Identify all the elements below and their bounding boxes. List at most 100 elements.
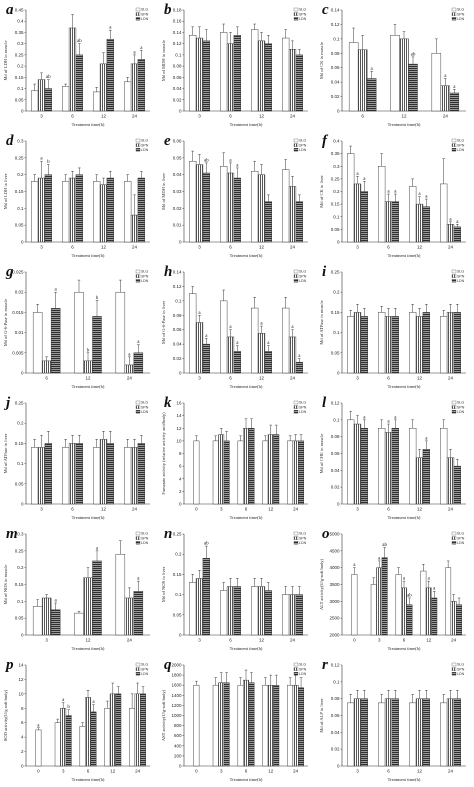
bar-slg (440, 183, 448, 243)
significance-label: a (418, 192, 421, 197)
y-tick-label: 0.04 (173, 342, 182, 347)
bar-slg (378, 702, 386, 767)
y-tick-label: 0.25 (15, 401, 24, 406)
y-tick-label: 0.04 (331, 80, 340, 85)
y-tick-label: 1400 (171, 693, 182, 698)
legend-swatch (135, 672, 141, 676)
y-tick-label: 0.15 (15, 75, 24, 80)
bar-spn (243, 679, 249, 767)
significance-label: b (67, 705, 70, 710)
legend-label: SLG (457, 532, 464, 536)
y-tick-label: 0 (337, 764, 340, 769)
bar-slg (93, 91, 101, 112)
bar-spn (37, 447, 46, 505)
legend-swatch (451, 12, 457, 16)
y-tick-label: 0.15 (15, 441, 24, 446)
panel-letter: f (322, 133, 329, 149)
bar-slg (262, 440, 269, 505)
y-tick-label: 16 (176, 401, 182, 406)
bar-spn (415, 316, 424, 374)
legend-swatch (451, 148, 457, 152)
significance-label: ab (46, 75, 51, 80)
significance-label: a (267, 341, 270, 346)
significance-label: a (137, 340, 140, 345)
x-tick-label: 0 (353, 638, 356, 643)
y-axis-label: Md of ATPase in muscle (319, 300, 324, 344)
y-tick-label: 3500 (329, 582, 340, 587)
panel-d: d 0 0.05 0.1 0.15 0.2 0.25 0.3 Md of LDH in live… (3, 133, 150, 258)
x-tick-label: 24 (127, 638, 133, 643)
significance-label: a (456, 220, 459, 225)
legend-swatch (293, 536, 299, 540)
bar-spn (226, 172, 235, 243)
y-tick-label: 0.05 (15, 481, 24, 486)
significance-label: a (444, 74, 447, 79)
y-tick-label: 0 (179, 764, 182, 769)
y-tick-label: 4 (21, 735, 24, 740)
y-axis-label: ALT activity(U/g-soft body) (319, 559, 324, 610)
y-tick-label: 0.14 (331, 8, 340, 13)
legend-swatch (135, 667, 141, 671)
bar-ldn (360, 698, 368, 767)
y-tick-label: 0.04 (331, 468, 340, 473)
legend-swatch (135, 143, 141, 147)
bar-spn (415, 203, 424, 243)
legend-swatch (293, 541, 299, 545)
y-tick-label: 0.06 (331, 713, 340, 718)
bar-slg (440, 316, 448, 374)
y-tick-label: 4000 (329, 565, 340, 570)
x-tick-label: 6 (245, 769, 248, 774)
bar-slg (189, 582, 197, 636)
bar-ldn (137, 177, 145, 243)
bar-ldn (298, 687, 305, 767)
x-tick-label: 12 (85, 638, 91, 643)
y-tick-label: 0 (179, 633, 182, 638)
bar-slg (251, 171, 259, 243)
bar-slg (347, 702, 355, 767)
y-tick-label: 0.2 (17, 64, 24, 69)
bar-spn (288, 336, 297, 374)
x-tick-label: 12 (259, 245, 265, 250)
y-tick-label: 0.15 (331, 310, 340, 315)
bar-slg (347, 153, 355, 243)
bar-spn (384, 201, 393, 243)
y-tick-label: 0.02 (15, 290, 24, 295)
bar-slg (370, 584, 377, 636)
y-tick-label: 0.06 (173, 75, 182, 80)
x-tick-label: 6 (361, 114, 364, 119)
bar-ldn (50, 609, 61, 636)
panel-letter: g (5, 264, 14, 280)
y-axis-label: Md of CK in liver (319, 175, 324, 208)
x-tick-label: 0 (195, 507, 198, 512)
y-tick-label: 400 (174, 743, 182, 748)
bar-ldn (140, 693, 147, 767)
y-tick-label: 0.14 (173, 270, 182, 275)
legend-swatch (135, 274, 141, 278)
x-tick-label: 6 (245, 507, 248, 512)
x-tick-label: 12 (417, 769, 423, 774)
y-tick-label: 600 (174, 733, 182, 738)
y-axis-label: AST activity(U/g-soft body) (161, 689, 166, 741)
x-axis-label: Treatment time(h) (230, 384, 263, 389)
y-tick-label: 0.14 (173, 30, 182, 35)
legend-swatch (293, 274, 299, 278)
bar-slg (124, 447, 132, 505)
bar-ldn (90, 711, 97, 767)
significance-label: a (371, 67, 374, 72)
legend-swatch (135, 400, 141, 405)
x-axis-label: Treatment time(h) (388, 777, 421, 782)
significance-label: a (291, 325, 294, 330)
x-axis-label: Treatment time(h) (230, 253, 263, 258)
bar-ldn (50, 308, 61, 374)
y-tick-label: 0.06 (331, 65, 340, 70)
x-tick-label: 3 (198, 245, 201, 250)
bar-slg (409, 186, 417, 243)
bar-spn (399, 38, 409, 112)
legend-swatch (451, 269, 457, 274)
x-tick-label: 6 (71, 245, 74, 250)
y-tick-label: 0.45 (15, 8, 24, 13)
panel-letter: a (6, 2, 14, 18)
bar-slg (62, 86, 70, 112)
x-tick-label: 24 (132, 245, 138, 250)
panel-r: r 0 0.02 0.04 0.06 0.08 0.1 0.12 Md of ALP in li… (319, 657, 466, 782)
